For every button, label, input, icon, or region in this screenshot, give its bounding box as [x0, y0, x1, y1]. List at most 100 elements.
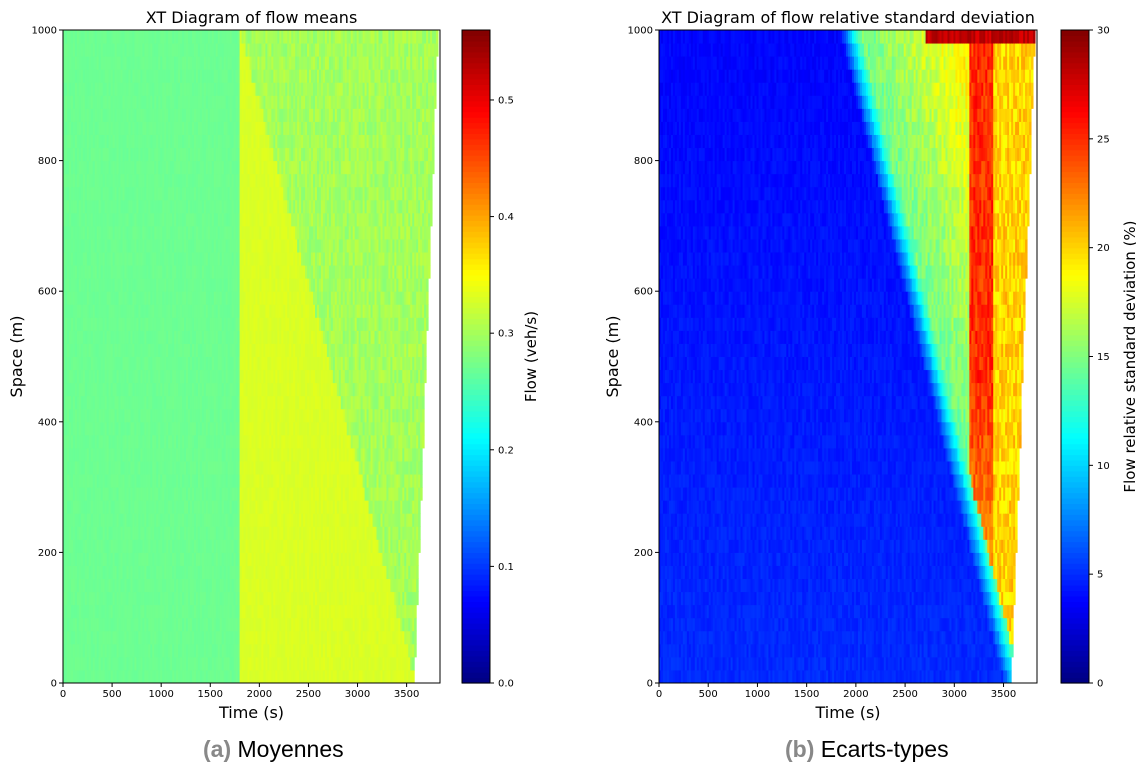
heatmap-cell — [195, 421, 199, 436]
heatmap-cell — [130, 565, 133, 580]
heatmap-cell — [130, 238, 133, 253]
heatmap-cell — [82, 291, 86, 305]
heatmap-cell — [110, 265, 114, 279]
heatmap-cell — [100, 82, 104, 96]
heatmap-cell — [193, 278, 197, 292]
heatmap-cell — [180, 382, 183, 397]
heatmap-cell — [186, 238, 189, 253]
heatmap-cell — [164, 343, 167, 357]
heatmap-cell — [128, 265, 131, 279]
heatmap-cell — [122, 330, 126, 344]
heatmap-cell — [66, 238, 70, 253]
heatmap-cell — [66, 552, 70, 566]
heatmap-cell — [108, 186, 112, 201]
heatmap-cell — [104, 434, 108, 449]
heatmap-cell — [144, 212, 147, 227]
heatmap-cell — [134, 382, 137, 397]
heatmap-cell — [166, 343, 169, 357]
heatmap-cell — [108, 69, 112, 83]
heatmap-cell — [180, 186, 183, 201]
heatmap-cell — [110, 147, 114, 162]
heatmap-cell — [168, 30, 171, 44]
heatmap-cell — [132, 356, 135, 371]
heatmap-cell — [193, 421, 197, 436]
heatmap-cell — [128, 160, 131, 175]
heatmap-cell — [76, 513, 80, 527]
heatmap-cell — [124, 225, 127, 240]
heatmap-cell — [158, 460, 161, 475]
heatmap-cell — [130, 69, 133, 83]
heatmap-cell — [86, 317, 90, 331]
heatmap-cell — [88, 265, 92, 279]
heatmap-cell — [74, 578, 78, 593]
heatmap-cell — [154, 238, 157, 253]
heatmap-cell — [116, 238, 120, 253]
heatmap-cell — [146, 421, 149, 436]
heatmap-cell — [116, 552, 120, 566]
heatmap-cell — [182, 304, 185, 318]
heatmap-cell — [160, 382, 163, 397]
heatmap-cell — [138, 474, 141, 488]
heatmap-cell — [104, 291, 108, 305]
heatmap-cell — [64, 43, 68, 57]
heatmap-cell — [78, 500, 82, 514]
heatmap-cell — [102, 382, 106, 397]
heatmap-cell — [124, 591, 127, 606]
heatmap-cell — [154, 474, 157, 488]
heatmap-cell — [140, 408, 143, 423]
heatmap-cell — [154, 656, 157, 671]
heatmap-cell — [112, 369, 116, 384]
heatmap-cell — [90, 69, 94, 83]
heatmap-cell — [146, 173, 149, 188]
heatmap-cell — [80, 617, 84, 632]
heatmap-cell — [142, 252, 145, 266]
heatmap-cell — [63, 278, 66, 292]
heatmap-cell — [140, 121, 143, 135]
heatmap-cell — [130, 147, 133, 162]
heatmap-cell — [124, 278, 127, 292]
heatmap-cell — [104, 225, 108, 240]
heatmap-cell — [76, 526, 80, 540]
heatmap-cell — [70, 212, 74, 227]
heatmap-cell — [195, 604, 199, 619]
heatmap-cell — [118, 199, 122, 214]
heatmap-cell — [195, 630, 199, 645]
heatmap-cell — [88, 212, 92, 227]
heatmap-cell — [142, 95, 145, 109]
heatmap-cell — [166, 56, 169, 70]
heatmap-cell — [74, 487, 78, 501]
heatmap-cell — [146, 526, 149, 540]
heatmap-cell — [168, 356, 171, 371]
heatmap-cell — [84, 447, 88, 462]
heatmap-cell — [64, 225, 68, 240]
heatmap-cell — [146, 474, 149, 488]
heatmap-cell — [186, 382, 189, 397]
heatmap-cell — [146, 565, 149, 580]
heatmap-cell — [76, 121, 80, 135]
heatmap-cell — [197, 513, 201, 527]
heatmap-cell — [86, 643, 90, 658]
heatmap-cell — [84, 513, 88, 527]
heatmap-cell — [140, 474, 143, 488]
heatmap-cell — [186, 565, 189, 580]
heatmap-cell — [154, 225, 157, 240]
heatmap-cell — [150, 82, 153, 96]
heatmap-cell — [166, 291, 169, 305]
heatmap-cell — [191, 474, 195, 488]
heatmap-cell — [138, 526, 141, 540]
heatmap-cell — [128, 56, 131, 70]
heatmap-cell — [134, 474, 137, 488]
heatmap-cell — [70, 382, 74, 397]
heatmap-cell — [170, 369, 173, 384]
heatmap-cell — [108, 330, 112, 344]
heatmap-cell — [98, 108, 102, 122]
heatmap-cell — [162, 526, 165, 540]
heatmap-cell — [122, 212, 126, 227]
heatmap-cell — [96, 95, 100, 109]
heatmap-cell — [74, 199, 78, 214]
heatmap-cell — [114, 56, 118, 70]
heatmap-cell — [148, 591, 151, 606]
heatmap-cell — [124, 304, 127, 318]
heatmap-cell — [72, 578, 76, 593]
heatmap-cell — [63, 447, 66, 462]
